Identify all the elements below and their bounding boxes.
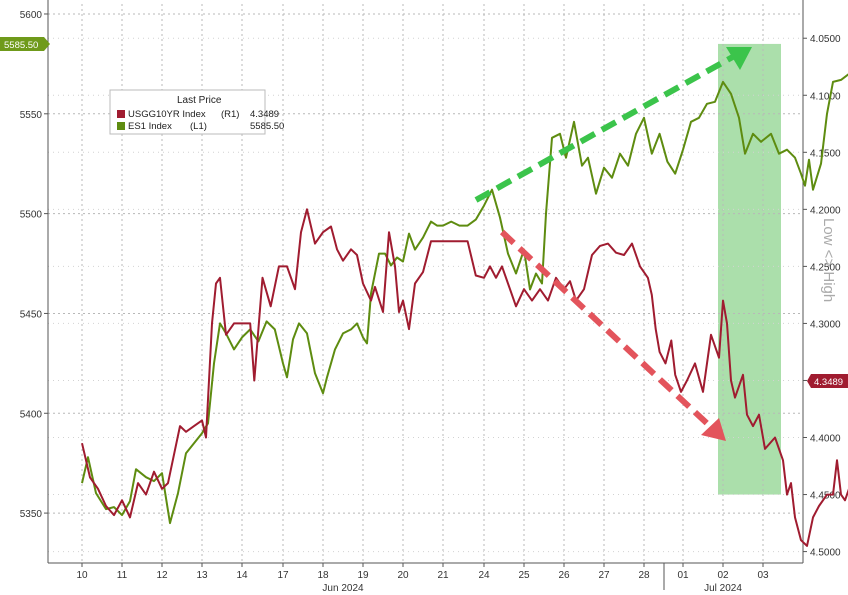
legend-swatch-usgg <box>117 110 125 118</box>
legend-axis-usgg: (R1) <box>221 109 239 120</box>
x-tick-label: 01 <box>677 570 689 581</box>
green-trend-arrow-shaft <box>474 51 740 203</box>
right-badge-pointer <box>807 374 811 388</box>
month-label: Jul 2024 <box>704 583 742 594</box>
right-tick-label: 4.5000 <box>810 548 841 559</box>
green-trend-arrow-head <box>726 47 752 70</box>
legend-box <box>109 89 266 135</box>
x-tick-label: 11 <box>117 570 128 581</box>
legend-swatch-es1 <box>117 122 125 130</box>
legend-title: Last Price <box>177 95 222 106</box>
left-badge-text: 5585.50 <box>4 40 38 51</box>
left-badge-pointer <box>44 37 50 51</box>
left-last-value-badge: 5585.50 <box>0 37 50 51</box>
right-badge-box <box>811 374 848 388</box>
x-tick-label: 17 <box>277 570 289 581</box>
series-line-es1-index <box>81 73 848 525</box>
series-layer <box>81 73 848 547</box>
right-badge-text: 4.3489 <box>814 377 843 388</box>
right-tick-label: 4.2000 <box>810 205 841 216</box>
month-label: Jun 2024 <box>322 583 364 594</box>
right-tick-label: 4.3000 <box>810 319 841 330</box>
highlight-band <box>718 43 781 495</box>
left-tick-label: 5450 <box>20 309 43 320</box>
x-tick-label: 03 <box>757 570 769 581</box>
highlight-layer <box>718 43 781 495</box>
x-tick-label: 13 <box>196 570 208 581</box>
legend: Last Price USGG10YR Index (R1) 4.3489 ES… <box>109 89 284 135</box>
grid-layer <box>48 4 803 563</box>
right-axis-vertical-label: Low <> High <box>820 218 837 302</box>
x-tick-label: 14 <box>236 570 248 581</box>
series-line-usgg10yr-index <box>81 208 848 547</box>
left-tick-label: 5500 <box>20 210 43 221</box>
x-tick-label: 20 <box>397 570 409 581</box>
x-tick-label: 28 <box>638 570 650 581</box>
right-tick-label: 4.1500 <box>810 148 841 159</box>
x-tick-label: 26 <box>558 570 570 581</box>
left-tick-label: 5350 <box>20 509 43 520</box>
x-tick-label: 02 <box>717 570 729 581</box>
right-tick-label: 4.2500 <box>810 262 841 273</box>
legend-label-es1: ES1 Index <box>128 121 172 132</box>
x-tick-label: 25 <box>518 570 530 581</box>
legend-value-es1: 5585.50 <box>250 121 284 132</box>
legend-value-usgg: 4.3489 <box>250 109 279 120</box>
x-tick-label: 21 <box>437 570 449 581</box>
left-badge-box <box>0 37 44 51</box>
axis-layer: 5350 5400 5450 5500 5550 5600 4.0500 4.1000 4.15… <box>20 0 841 594</box>
right-tick-label: 4.0500 <box>810 34 841 45</box>
x-tick-label: 10 <box>76 570 88 581</box>
x-tick-label: 24 <box>478 570 490 581</box>
left-tick-label: 5600 <box>20 10 43 21</box>
x-tick-label: 19 <box>357 570 369 581</box>
right-tick-label: 4.1000 <box>810 91 841 102</box>
red-trend-arrow-head <box>701 418 726 441</box>
right-tick-label: 4.4000 <box>810 434 841 445</box>
legend-axis-es1: (L1) <box>190 121 207 132</box>
right-last-value-badge: 4.3489 <box>807 374 848 388</box>
legend-entry-usgg: USGG10YR Index (R1) 4.3489 <box>117 109 279 120</box>
legend-entry-es1: ES1 Index (L1) 5585.50 <box>117 121 284 132</box>
legend-label-usgg: USGG10YR Index <box>128 109 206 120</box>
trend-arrows <box>474 47 752 441</box>
x-tick-label: 12 <box>156 570 168 581</box>
x-tick-label: 27 <box>598 570 610 581</box>
left-tick-label: 5550 <box>20 110 43 121</box>
left-tick-label: 5400 <box>20 409 43 420</box>
x-tick-label: 18 <box>317 570 329 581</box>
